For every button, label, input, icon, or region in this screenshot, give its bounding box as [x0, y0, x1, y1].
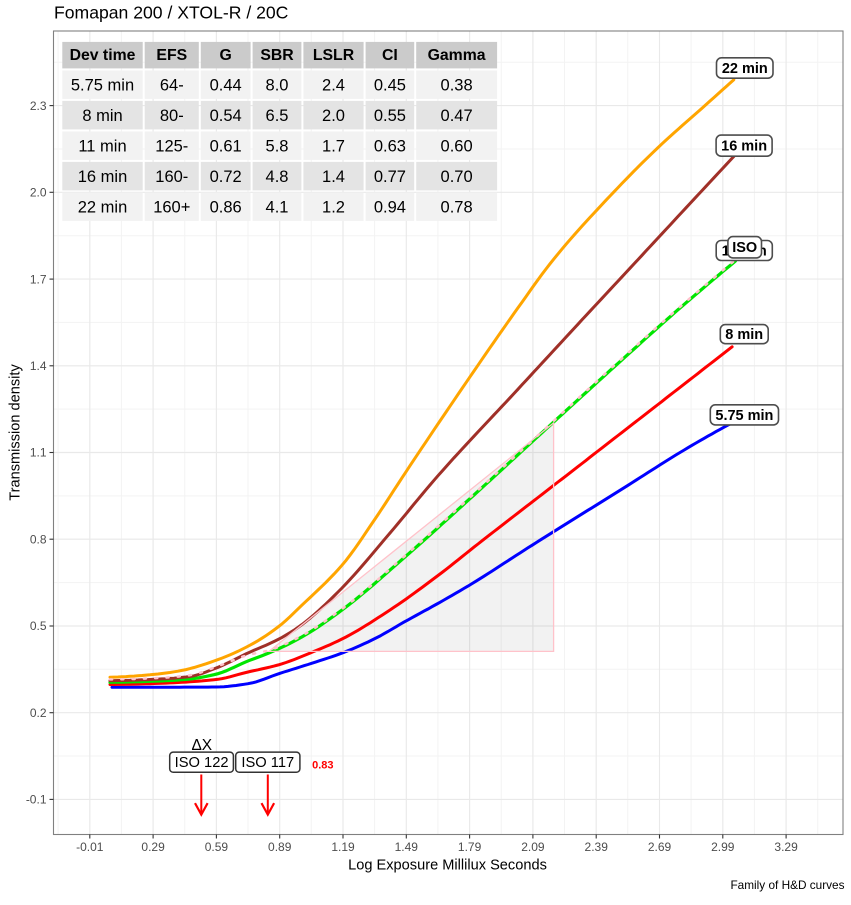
svg-text:-0.1: -0.1	[26, 793, 47, 807]
svg-text:CI: CI	[382, 47, 398, 64]
svg-text:2.3: 2.3	[30, 99, 47, 113]
svg-text:0.44: 0.44	[210, 77, 242, 95]
svg-text:3.29: 3.29	[774, 840, 798, 854]
svg-text:160-: 160-	[155, 168, 188, 186]
svg-text:0.78: 0.78	[441, 199, 473, 217]
svg-text:0.54: 0.54	[210, 107, 242, 125]
svg-text:0.29: 0.29	[141, 840, 165, 854]
svg-text:1.79: 1.79	[458, 840, 482, 854]
svg-text:0.55: 0.55	[374, 107, 406, 125]
svg-text:2.39: 2.39	[585, 840, 609, 854]
svg-text:2.99: 2.99	[711, 840, 735, 854]
svg-text:0.86: 0.86	[210, 199, 242, 217]
svg-text:Log Exposure Millilux Seconds: Log Exposure Millilux Seconds	[348, 858, 547, 874]
svg-text:11 min: 11 min	[78, 138, 126, 156]
svg-text:0.45: 0.45	[374, 77, 406, 95]
svg-text:16 min: 16 min	[78, 168, 128, 186]
svg-text:64-: 64-	[160, 77, 184, 95]
svg-text:ISO 117: ISO 117	[241, 755, 294, 771]
svg-text:0.8: 0.8	[30, 532, 47, 546]
svg-text:-0.01: -0.01	[76, 840, 104, 854]
svg-text:2.69: 2.69	[648, 840, 672, 854]
svg-text:SBR: SBR	[260, 47, 294, 64]
svg-text:ISO: ISO	[732, 240, 757, 256]
svg-text:1.4: 1.4	[322, 168, 345, 186]
svg-text:16 min: 16 min	[721, 139, 767, 155]
svg-text:8 min: 8 min	[82, 107, 122, 125]
svg-text:ISO 122: ISO 122	[175, 755, 229, 771]
svg-text:4.1: 4.1	[266, 199, 289, 217]
svg-text:1.1: 1.1	[30, 446, 47, 460]
svg-text:22 min: 22 min	[78, 199, 128, 217]
svg-text:Gamma: Gamma	[428, 47, 486, 64]
svg-text:2.4: 2.4	[322, 77, 345, 95]
svg-text:Fomapan 200 / XTOL-R / 20C: Fomapan 200 / XTOL-R / 20C	[54, 3, 289, 23]
svg-text:0.38: 0.38	[441, 77, 473, 95]
svg-text:0.47: 0.47	[441, 107, 473, 125]
svg-text:4.8: 4.8	[266, 168, 289, 186]
svg-text:Transmission density: Transmission density	[8, 364, 24, 501]
svg-text:1.19: 1.19	[331, 840, 355, 854]
svg-text:6.5: 6.5	[266, 107, 289, 125]
svg-text:2.09: 2.09	[521, 840, 545, 854]
svg-text:0.83: 0.83	[312, 760, 333, 772]
svg-text:1.2: 1.2	[322, 199, 345, 217]
svg-text:0.61: 0.61	[210, 138, 242, 156]
svg-text:22 min: 22 min	[722, 61, 768, 77]
svg-text:Family of H&D curves: Family of H&D curves	[730, 878, 844, 892]
svg-text:5.75 min: 5.75 min	[715, 408, 773, 424]
svg-text:1.49: 1.49	[395, 840, 419, 854]
svg-text:160+: 160+	[153, 199, 190, 217]
svg-text:ΔX: ΔX	[191, 737, 212, 754]
svg-text:0.60: 0.60	[441, 138, 473, 156]
svg-text:5.75 min: 5.75 min	[71, 77, 134, 95]
svg-text:0.5: 0.5	[30, 619, 47, 633]
svg-text:EFS: EFS	[156, 47, 187, 64]
svg-text:2.0: 2.0	[322, 107, 345, 125]
svg-text:8 min: 8 min	[725, 327, 763, 343]
svg-text:2.0: 2.0	[30, 186, 47, 200]
svg-text:1.4: 1.4	[30, 359, 47, 373]
svg-text:0.72: 0.72	[210, 168, 242, 186]
svg-text:80-: 80-	[160, 107, 184, 125]
svg-text:0.94: 0.94	[374, 199, 406, 217]
svg-text:Dev time: Dev time	[70, 47, 136, 64]
svg-text:5.8: 5.8	[266, 138, 289, 156]
svg-text:125-: 125-	[155, 138, 188, 156]
svg-text:0.89: 0.89	[268, 840, 292, 854]
svg-text:LSLR: LSLR	[313, 47, 355, 64]
svg-text:8.0: 8.0	[266, 77, 289, 95]
svg-text:0.77: 0.77	[374, 168, 406, 186]
svg-text:0.59: 0.59	[205, 840, 229, 854]
svg-text:G: G	[220, 47, 232, 64]
svg-text:1.7: 1.7	[30, 272, 47, 286]
svg-text:0.70: 0.70	[441, 168, 473, 186]
svg-text:0.2: 0.2	[30, 706, 47, 720]
svg-text:0.63: 0.63	[374, 138, 406, 156]
svg-text:1.7: 1.7	[322, 138, 345, 156]
